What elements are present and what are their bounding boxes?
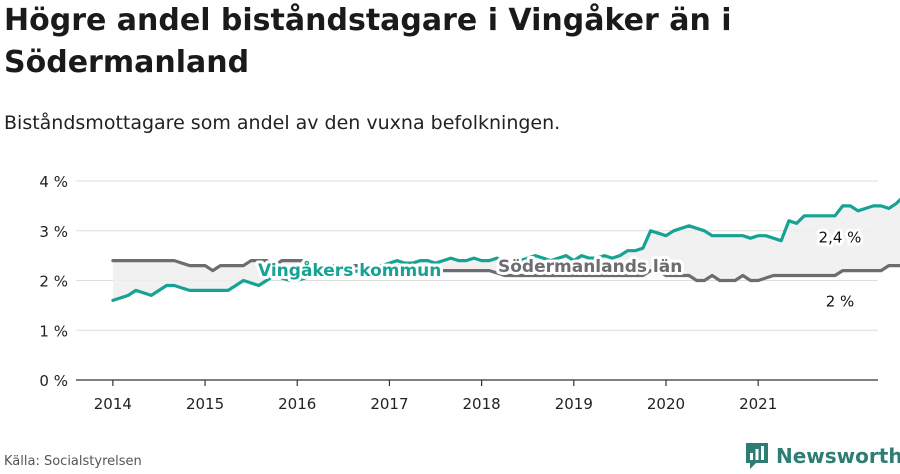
page-title: Högre andel biståndstagare i Vingåker än… — [4, 3, 732, 80]
y-tick-label: 3 % — [39, 223, 68, 241]
grid-lines: 0 % 1 % 2 % 3 % 4 % — [39, 173, 878, 390]
difference-band-area — [112, 199, 900, 301]
x-tick-label: 2019 — [555, 395, 593, 413]
source-note: Källa: Socialstyrelsen — [4, 454, 142, 469]
x-tick-label: 2016 — [278, 395, 316, 413]
x-tick-label: 2015 — [186, 395, 224, 413]
x-tick-label: 2021 — [739, 395, 777, 413]
series-line-sodermanland — [111, 259, 900, 283]
brand-logo: Newsworthy — [744, 441, 900, 471]
y-tick-label: 4 % — [39, 173, 68, 191]
end-value-sodermanland: 2 % — [826, 293, 855, 311]
series-label-vingaker: Vingåkers kommun — [258, 259, 441, 281]
series-labels: Vingåkers kommun Södermanlands län 2,4 % 2 … — [255, 226, 864, 314]
series-lines — [111, 197, 900, 302]
y-tick-label: 0 % — [39, 372, 68, 390]
x-tick-label: 2017 — [370, 395, 408, 413]
brand-name: Newsworthy — [776, 444, 900, 468]
y-tick-label: 2 % — [39, 273, 68, 291]
series-line-vingaker — [111, 197, 900, 302]
series-label-sodermanland: Södermanlands län — [498, 257, 682, 277]
x-tick-label: 2014 — [94, 395, 132, 413]
x-tick-label: 2020 — [647, 395, 685, 413]
end-value-vingaker: 2,4 % — [819, 229, 862, 247]
difference-band — [112, 199, 900, 301]
y-tick-label: 1 % — [39, 322, 68, 340]
x-tick-label: 2018 — [463, 395, 501, 413]
x-axis: 2014 2015 2016 2017 2018 2019 2020 2021 — [76, 379, 878, 413]
chart-subtitle: Biståndsmottagare som andel av den vuxna… — [4, 112, 561, 134]
newsworthy-logo-icon — [746, 443, 768, 469]
